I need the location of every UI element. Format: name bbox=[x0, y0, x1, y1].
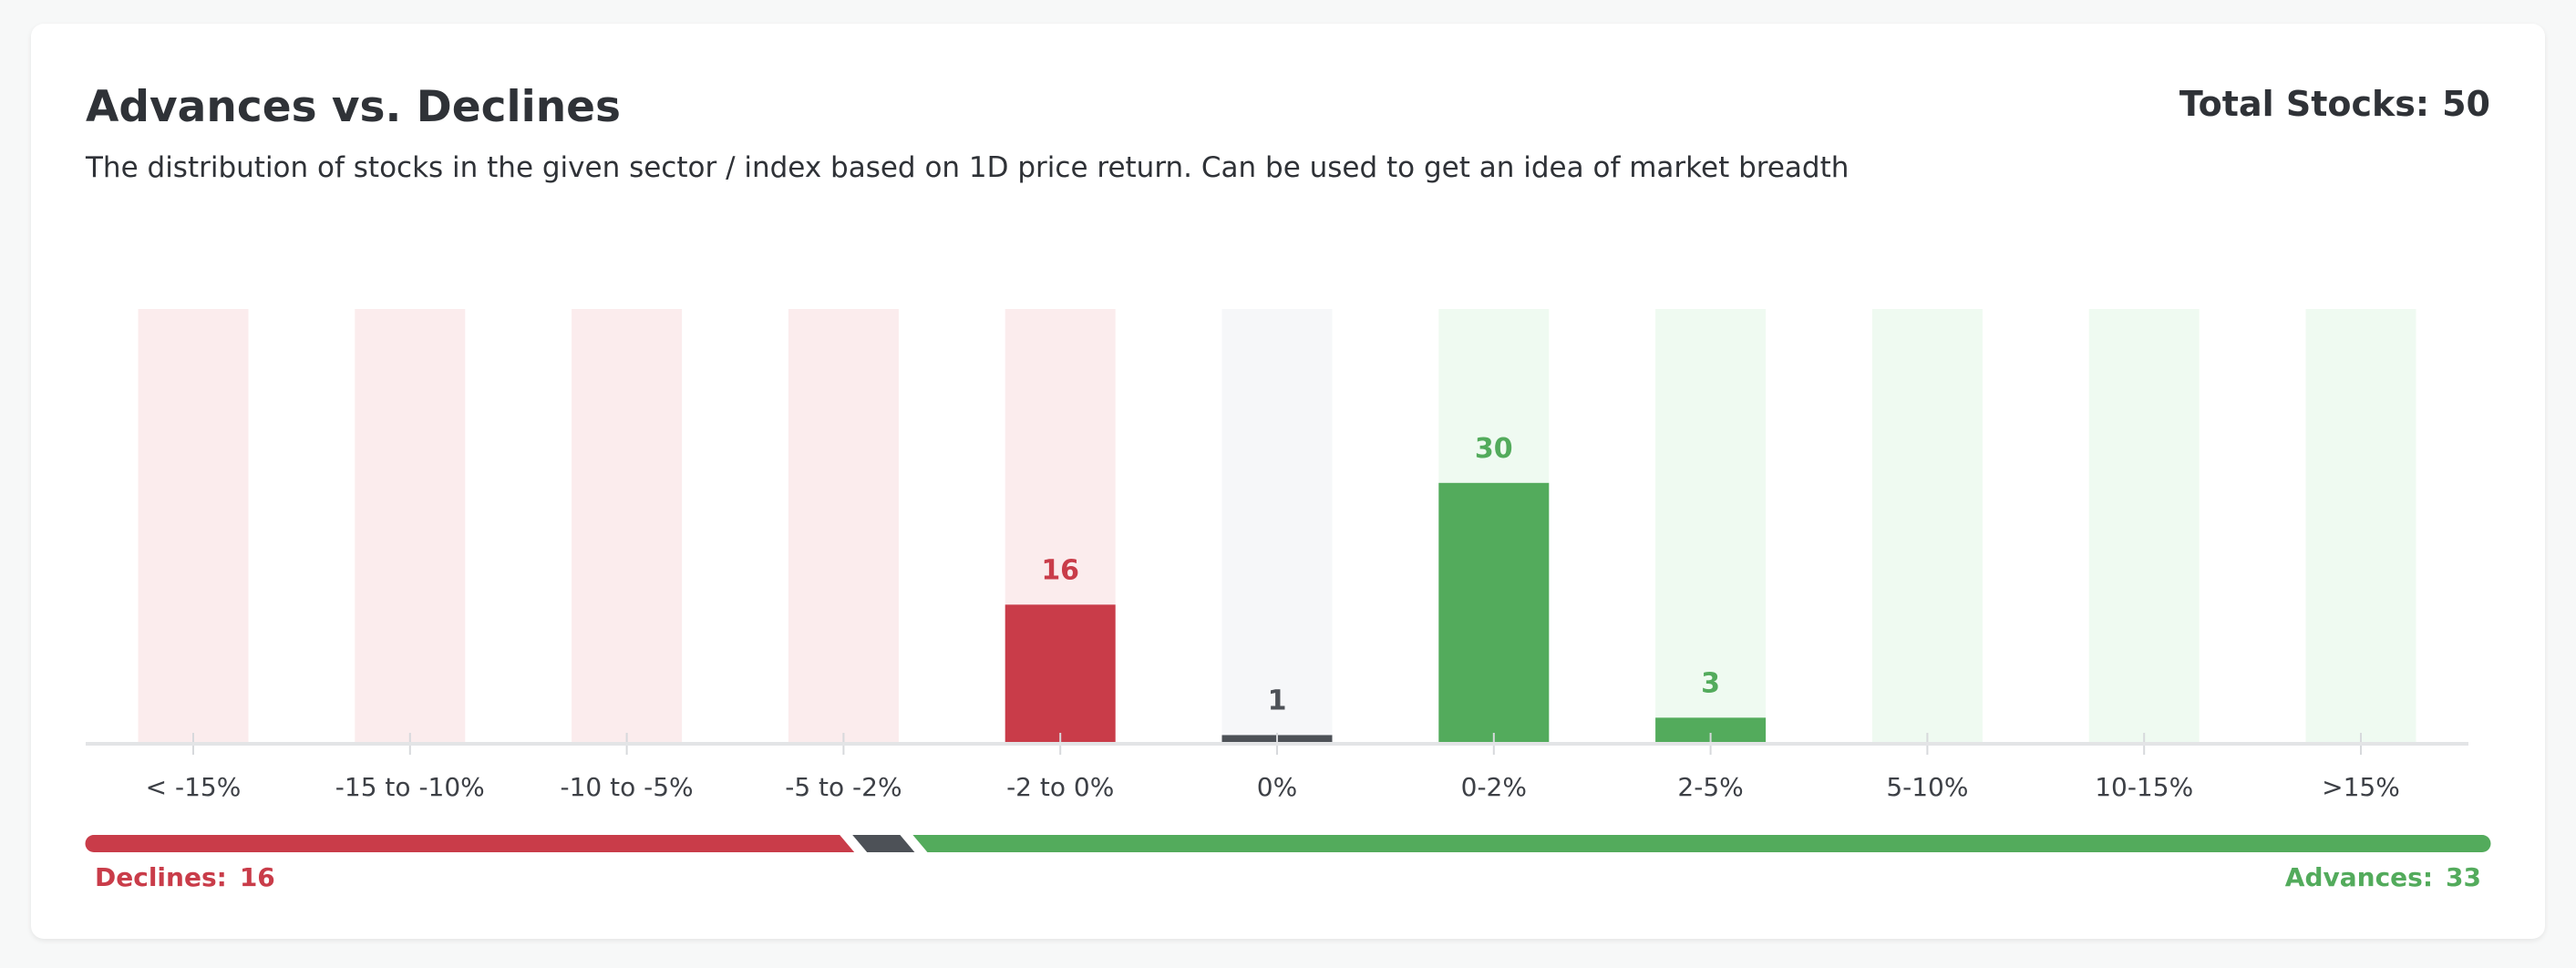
x-tick-label: >15% bbox=[2322, 772, 2400, 802]
bar-track bbox=[355, 309, 466, 744]
x-tick-label: -5 to -2% bbox=[785, 772, 902, 802]
bar-track bbox=[1655, 309, 1767, 744]
advances-value: 33 bbox=[2446, 862, 2481, 892]
bar-track bbox=[572, 309, 683, 744]
x-tick-label: 5-10% bbox=[1886, 772, 1968, 802]
bar-value-label: 16 bbox=[1041, 554, 1079, 586]
card-title: Advances vs. Declines bbox=[86, 82, 622, 132]
bar-value-label: 3 bbox=[1701, 667, 1720, 699]
x-tick-label: -15 to -10% bbox=[335, 772, 485, 802]
unchanged-bar bbox=[852, 835, 915, 852]
bar-value-label: 30 bbox=[1475, 433, 1513, 465]
x-tick-label: 2-5% bbox=[1677, 772, 1743, 802]
bar-track bbox=[138, 309, 249, 744]
bar-track bbox=[1221, 309, 1333, 744]
declines-bar bbox=[85, 835, 855, 852]
total-stocks-label: Total Stocks: bbox=[2179, 84, 2430, 124]
declines-summary: Declines: 16 bbox=[95, 862, 275, 892]
x-tick-label: -2 to 0% bbox=[1006, 772, 1114, 802]
bar bbox=[1005, 604, 1116, 744]
bar bbox=[1438, 482, 1550, 744]
bar-track bbox=[1871, 309, 1983, 744]
card-subtitle: The distribution of stocks in the given … bbox=[86, 151, 1850, 184]
advances-bar bbox=[912, 835, 2491, 852]
advances-declines-card: Advances vs. Declines The distribution o… bbox=[31, 24, 2545, 939]
x-tick-label: 0% bbox=[1257, 772, 1297, 802]
bar-value-label: 1 bbox=[1268, 685, 1287, 716]
bar-track bbox=[788, 309, 899, 744]
bar-track bbox=[2088, 309, 2200, 744]
x-tick-label: < -15% bbox=[146, 772, 242, 802]
distribution-chart: < -15% -15 to -10% -10 to -5% -5 to -2% 16 -2… bbox=[85, 309, 2491, 852]
advances-summary: Advances: 33 bbox=[2285, 862, 2481, 892]
total-stocks: Total Stocks: 50 bbox=[2179, 84, 2490, 124]
x-tick-label: 0-2% bbox=[1461, 772, 1527, 802]
x-tick-label: 10-15% bbox=[2095, 772, 2193, 802]
total-stocks-value: 50 bbox=[2442, 84, 2490, 124]
declines-value: 16 bbox=[239, 862, 275, 892]
advances-label: Advances: bbox=[2284, 862, 2434, 892]
bar-track bbox=[2305, 309, 2416, 744]
declines-label: Declines: bbox=[95, 862, 227, 892]
x-tick-label: -10 to -5% bbox=[561, 772, 694, 802]
